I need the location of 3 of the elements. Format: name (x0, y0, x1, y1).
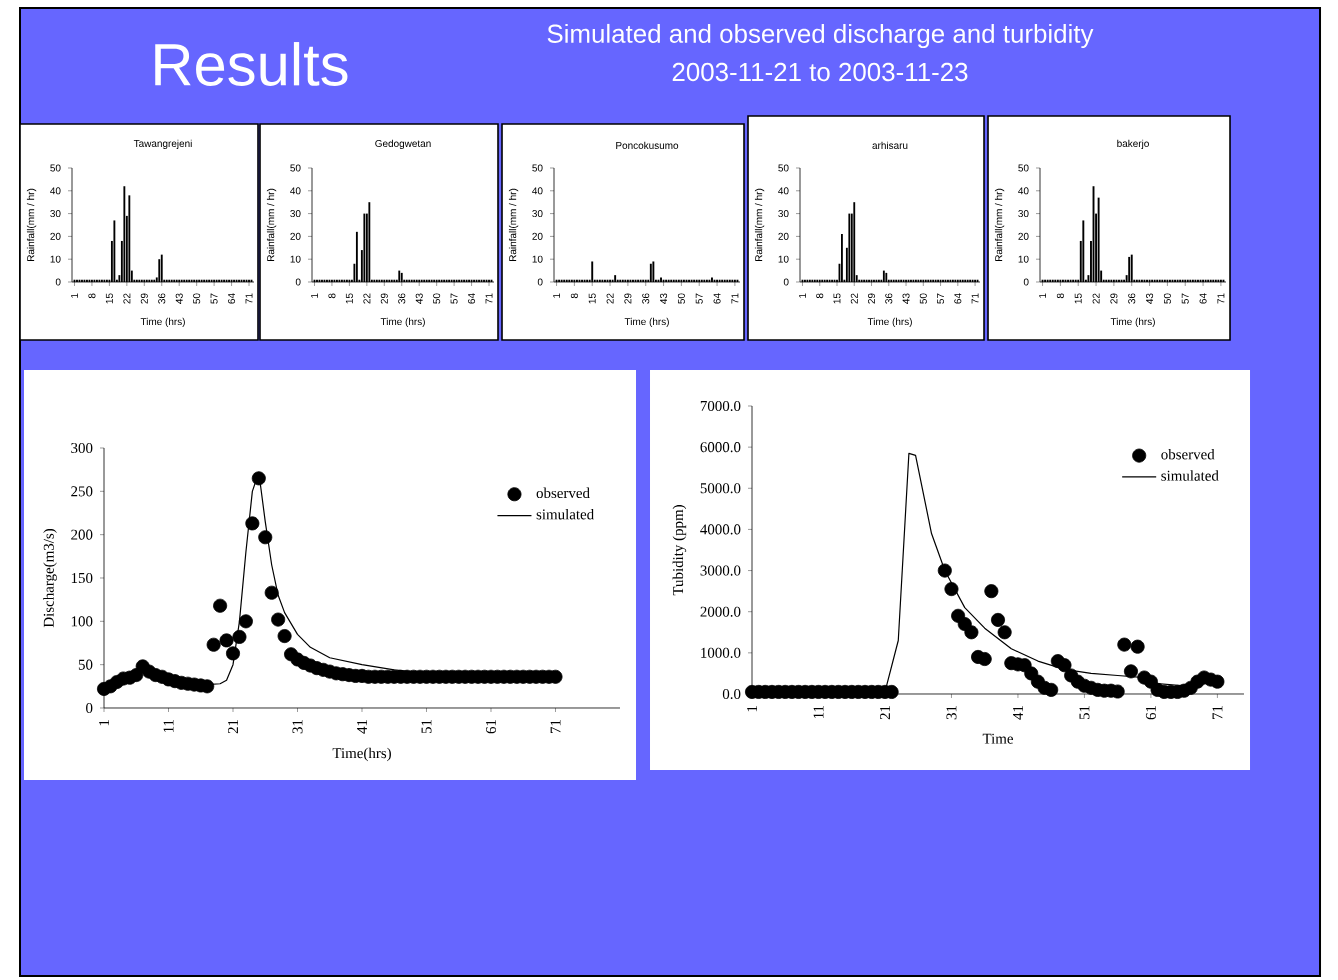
text: Results (155, 42, 348, 86)
text: Simulated and observed discharge and turbidity (547, 23, 1094, 49)
text: 2003-11-21 to 2003-11-23 (672, 62, 968, 82)
